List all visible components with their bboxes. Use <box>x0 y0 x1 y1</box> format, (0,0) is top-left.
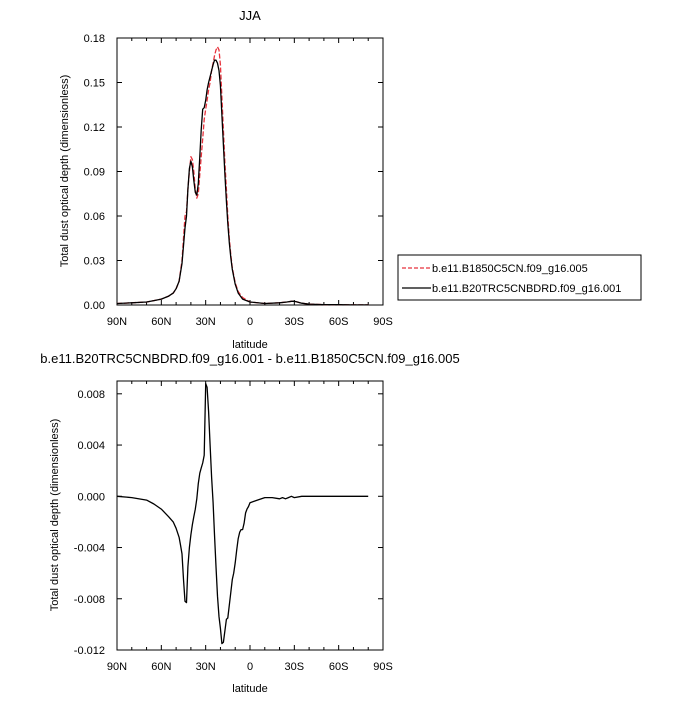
x-tick-label: 60S <box>329 661 349 673</box>
x-tick-label: 90N <box>107 661 127 673</box>
x-tick-label: 90S <box>373 316 393 328</box>
x-tick-label: 60N <box>151 661 171 673</box>
series-line-2 <box>116 59 369 306</box>
top-plot-frame <box>116 37 384 306</box>
bottom-plot-ylabel: Total dust optical depth (dimensionless) <box>49 419 61 612</box>
x-tick-label: 30N <box>196 661 216 673</box>
top-plot-series <box>116 46 369 306</box>
y-tick-label: 0.000 <box>77 491 105 503</box>
top-plot-ylabel: Total dust optical depth (dimensionless) <box>59 75 71 268</box>
y-tick-label: 0.12 <box>84 122 105 134</box>
bottom-plot-ticks: 90N 60N 30N 0 30S 60S 90S -0.012 -0.008 -0.004 0.0… <box>74 381 393 673</box>
bottom-plot: b.e11.B20TRC5CNBDRD.f09_g16.001 - b.e11.… <box>40 351 459 695</box>
y-tick-label: 0.09 <box>84 167 105 179</box>
x-tick-label: 60N <box>151 316 171 328</box>
legend-label-series-1: b.e11.B1850C5CN.f09_g16.005 <box>432 263 588 275</box>
y-tick-label: 0.004 <box>77 440 105 452</box>
legend: b.e11.B1850C5CN.f09_g16.005 b.e11.B20TRC… <box>397 254 642 301</box>
top-plot-xlabel: latitude <box>232 339 267 351</box>
bottom-plot-frame <box>116 380 384 651</box>
bottom-plot-xlabel: latitude <box>232 683 267 695</box>
x-tick-label: 90S <box>373 661 393 673</box>
top-plot: JJA 90N 60N 30N 0 30S 60S 90S 0.00 0.03 0.06 0.09 0… <box>59 8 642 351</box>
y-tick-label: 0.18 <box>84 33 105 45</box>
y-tick-label: -0.012 <box>74 645 105 657</box>
y-tick-label: -0.008 <box>74 594 105 606</box>
legend-label-series-2: b.e11.B20TRC5CNBDRD.f09_g16.001 <box>432 283 621 295</box>
x-tick-label: 0 <box>247 661 253 673</box>
series-line-1 <box>116 46 369 306</box>
y-tick-label: 0.06 <box>84 211 105 223</box>
x-tick-label: 30S <box>285 661 305 673</box>
y-tick-label: 0.03 <box>84 256 105 268</box>
bottom-plot-series <box>116 382 369 645</box>
x-tick-label: 90N <box>107 316 127 328</box>
y-tick-label: 0.00 <box>84 300 105 312</box>
y-tick-label: 0.15 <box>84 78 105 90</box>
x-tick-label: 30N <box>196 316 216 328</box>
series-line-1 <box>116 382 369 645</box>
top-plot-ticks: 90N 60N 30N 0 30S 60S 90S 0.00 0.03 0.06 0.09 0.12 0… <box>84 33 393 328</box>
bottom-plot-title: b.e11.B20TRC5CNBDRD.f09_g16.001 - b.e11.… <box>40 351 459 366</box>
x-tick-label: 60S <box>329 316 349 328</box>
x-tick-label: 0 <box>247 316 253 328</box>
top-plot-title: JJA <box>239 8 261 23</box>
y-tick-label: 0.008 <box>77 389 105 401</box>
y-tick-label: -0.004 <box>74 543 105 555</box>
legend-box <box>397 254 642 301</box>
x-tick-label: 30S <box>285 316 305 328</box>
